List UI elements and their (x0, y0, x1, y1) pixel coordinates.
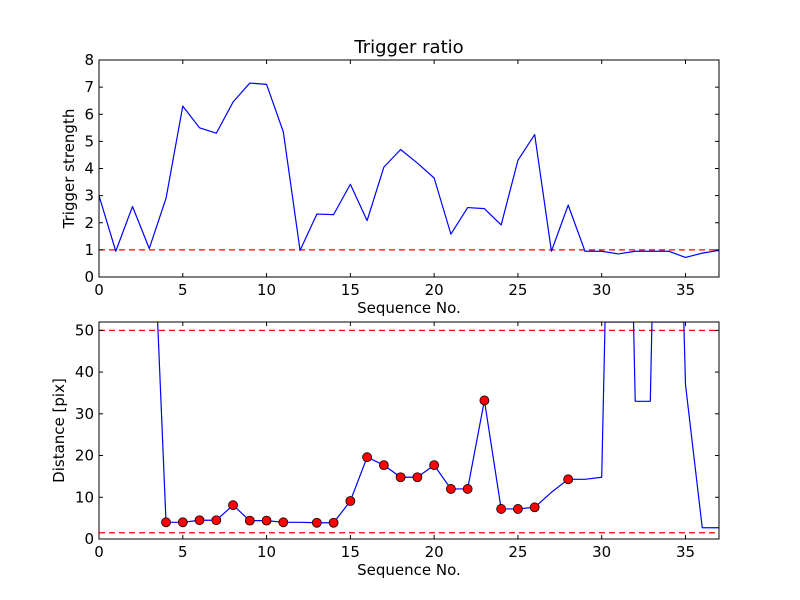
distance-data-point (462, 484, 473, 494)
trigger-x-tick-label: 15 (341, 281, 360, 299)
distance-x-tick-label: 20 (425, 543, 444, 561)
trigger-ratio-subplot: 0 5 10 15 20 25 30 35 0 1 2 3 4 5 6 7 8 Sequence No. Trigg… (60, 37, 720, 317)
distance-y-tick-label: 20 (75, 447, 94, 465)
distance-x-tick-label: 15 (341, 543, 360, 561)
trigger-y-tick-label: 7 (84, 78, 94, 96)
distance-x-tick-label: 5 (178, 543, 188, 561)
distance-data-point (529, 502, 540, 513)
distance-y-tick-label: 30 (75, 405, 94, 423)
distance-x-axis-label: Sequence No. (357, 561, 461, 579)
distance-data-point (261, 515, 272, 526)
distance-y-tick-label: 50 (75, 321, 94, 339)
distance-x-tick-label: 25 (508, 543, 527, 561)
distance-x-tick-label: 10 (257, 543, 276, 561)
trigger-x-tick-label: 35 (676, 281, 695, 299)
trigger-x-tick-label: 25 (508, 281, 527, 299)
distance-data-point (395, 472, 406, 483)
distance-axes-frame (98, 321, 720, 540)
distance-y-tick-label: 10 (75, 488, 94, 506)
distance-data-point (479, 395, 490, 406)
trigger-x-tick-label: 30 (592, 281, 611, 299)
trigger-y-tick-label: 6 (84, 105, 94, 123)
trigger-y-tick-label: 4 (84, 160, 94, 178)
trigger-y-tick-label: 8 (84, 51, 94, 69)
trigger-x-tick-label: 10 (257, 281, 276, 299)
trigger-x-tick-label: 5 (178, 281, 188, 299)
trigger-y-tick-label: 2 (84, 214, 94, 232)
distance-data-point (177, 517, 188, 528)
distance-data-point (496, 504, 507, 514)
distance-data-point (244, 515, 255, 526)
distance-y-tick-label: 40 (75, 363, 94, 381)
distance-x-tick-label: 30 (592, 543, 611, 561)
distance-plot-area (99, 322, 719, 534)
trigger-y-tick-label: 5 (84, 132, 94, 150)
trigger-x-tick-label: 20 (425, 281, 444, 299)
distance-data-point (445, 484, 456, 494)
distance-data-point (311, 517, 322, 528)
distance-data-point (194, 515, 205, 526)
trigger-series-line-0 (99, 82, 719, 259)
distance-data-point (378, 460, 389, 471)
trigger-y-tick-label: 3 (84, 187, 94, 205)
distance-data-point (211, 515, 222, 526)
trigger-plot-area (99, 82, 719, 259)
distance-data-point (278, 517, 289, 528)
distance-subplot: 0 5 10 15 20 25 30 35 0 10 20 30 40 50 Sequence No. Dis… (50, 321, 720, 579)
distance-data-point (161, 517, 171, 528)
distance-data-point (563, 474, 574, 485)
trigger-y-tick-label: 0 (84, 268, 94, 286)
trigger-y-axis-label: Trigger strength (60, 109, 78, 230)
distance-data-point (412, 472, 423, 483)
distance-data-point (429, 460, 440, 471)
distance-x-tick-label: 0 (94, 543, 104, 561)
distance-data-point (362, 452, 373, 463)
trigger-y-tick-label: 1 (84, 241, 94, 259)
trigger-x-axis-label: Sequence No. (357, 299, 461, 317)
distance-data-point (513, 504, 523, 514)
distance-x-tick-label: 35 (676, 543, 695, 561)
distance-y-axis-label: Distance [pix] (50, 378, 68, 483)
distance-data-point (228, 500, 238, 511)
distance-data-point (345, 496, 356, 506)
trigger-x-tick-label: 0 (94, 281, 104, 299)
distance-y-tick-label: 0 (84, 530, 94, 548)
trigger-chart-title: Trigger ratio (353, 37, 463, 58)
distance-data-point (328, 517, 339, 528)
